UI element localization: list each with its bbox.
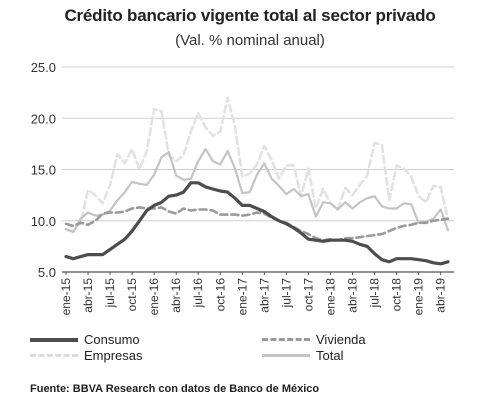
x-tick-label: abr-15 — [81, 278, 95, 313]
x-tick-label: ene-18 — [323, 278, 337, 316]
chart-title: Crédito bancario vigente total al sector… — [64, 6, 436, 25]
legend-item-consumo: Consumo — [30, 332, 140, 347]
legend-label-vivienda: Vivienda — [316, 332, 366, 347]
x-tick-label: oct-16 — [213, 278, 227, 312]
y-tick-label: 5.0 — [38, 265, 56, 280]
legend-label-total: Total — [316, 348, 344, 363]
y-tick-label: 10.0 — [31, 214, 56, 229]
y-tick-label: 25.0 — [31, 60, 56, 75]
source-note: Fuente: BBVA Research con datos de Banco… — [30, 383, 320, 395]
x-tick-label: ene-15 — [59, 278, 73, 316]
x-tick-label: ene-16 — [147, 278, 161, 316]
legend-swatch-consumo — [30, 337, 78, 342]
x-tick-label: abr-19 — [434, 278, 448, 313]
legend-item-total: Total — [262, 348, 343, 363]
legend-item-empresas: Empresas — [30, 348, 143, 363]
legend-swatch-empresas — [30, 354, 78, 357]
y-tick-label: 20.0 — [31, 111, 56, 126]
series-line-consumo — [64, 181, 450, 266]
x-tick-label: oct-15 — [125, 278, 139, 312]
x-tick-label: jul-17 — [279, 278, 293, 309]
legend-item-vivienda: Vivienda — [262, 332, 366, 347]
x-tick-label: oct-18 — [390, 278, 404, 312]
chart-subtitle: (Val. % nominal anual) — [175, 32, 325, 49]
chart-legend: Consumo Vivienda Empresas Total — [0, 330, 500, 370]
legend-swatch-vivienda — [262, 338, 310, 341]
x-tick-label: ene-17 — [235, 278, 249, 316]
series-line-empresas — [64, 96, 450, 233]
x-tick-label: abr-16 — [169, 278, 183, 313]
y-tick-label: 15.0 — [31, 163, 56, 178]
x-tick-label: jul-16 — [191, 278, 205, 309]
legend-label-empresas: Empresas — [84, 348, 143, 363]
series-line-vivienda — [64, 206, 450, 242]
legend-swatch-total — [262, 354, 310, 357]
x-tick-label: abr-17 — [257, 278, 271, 313]
x-tick-label: jul-18 — [368, 278, 382, 309]
series-line-total — [64, 147, 450, 234]
legend-label-consumo: Consumo — [84, 332, 140, 347]
x-tick-label: abr-18 — [346, 278, 360, 313]
x-tick-label: jul-15 — [103, 278, 117, 309]
x-tick-label: ene-19 — [412, 278, 426, 316]
x-tick-label: oct-17 — [301, 278, 315, 312]
